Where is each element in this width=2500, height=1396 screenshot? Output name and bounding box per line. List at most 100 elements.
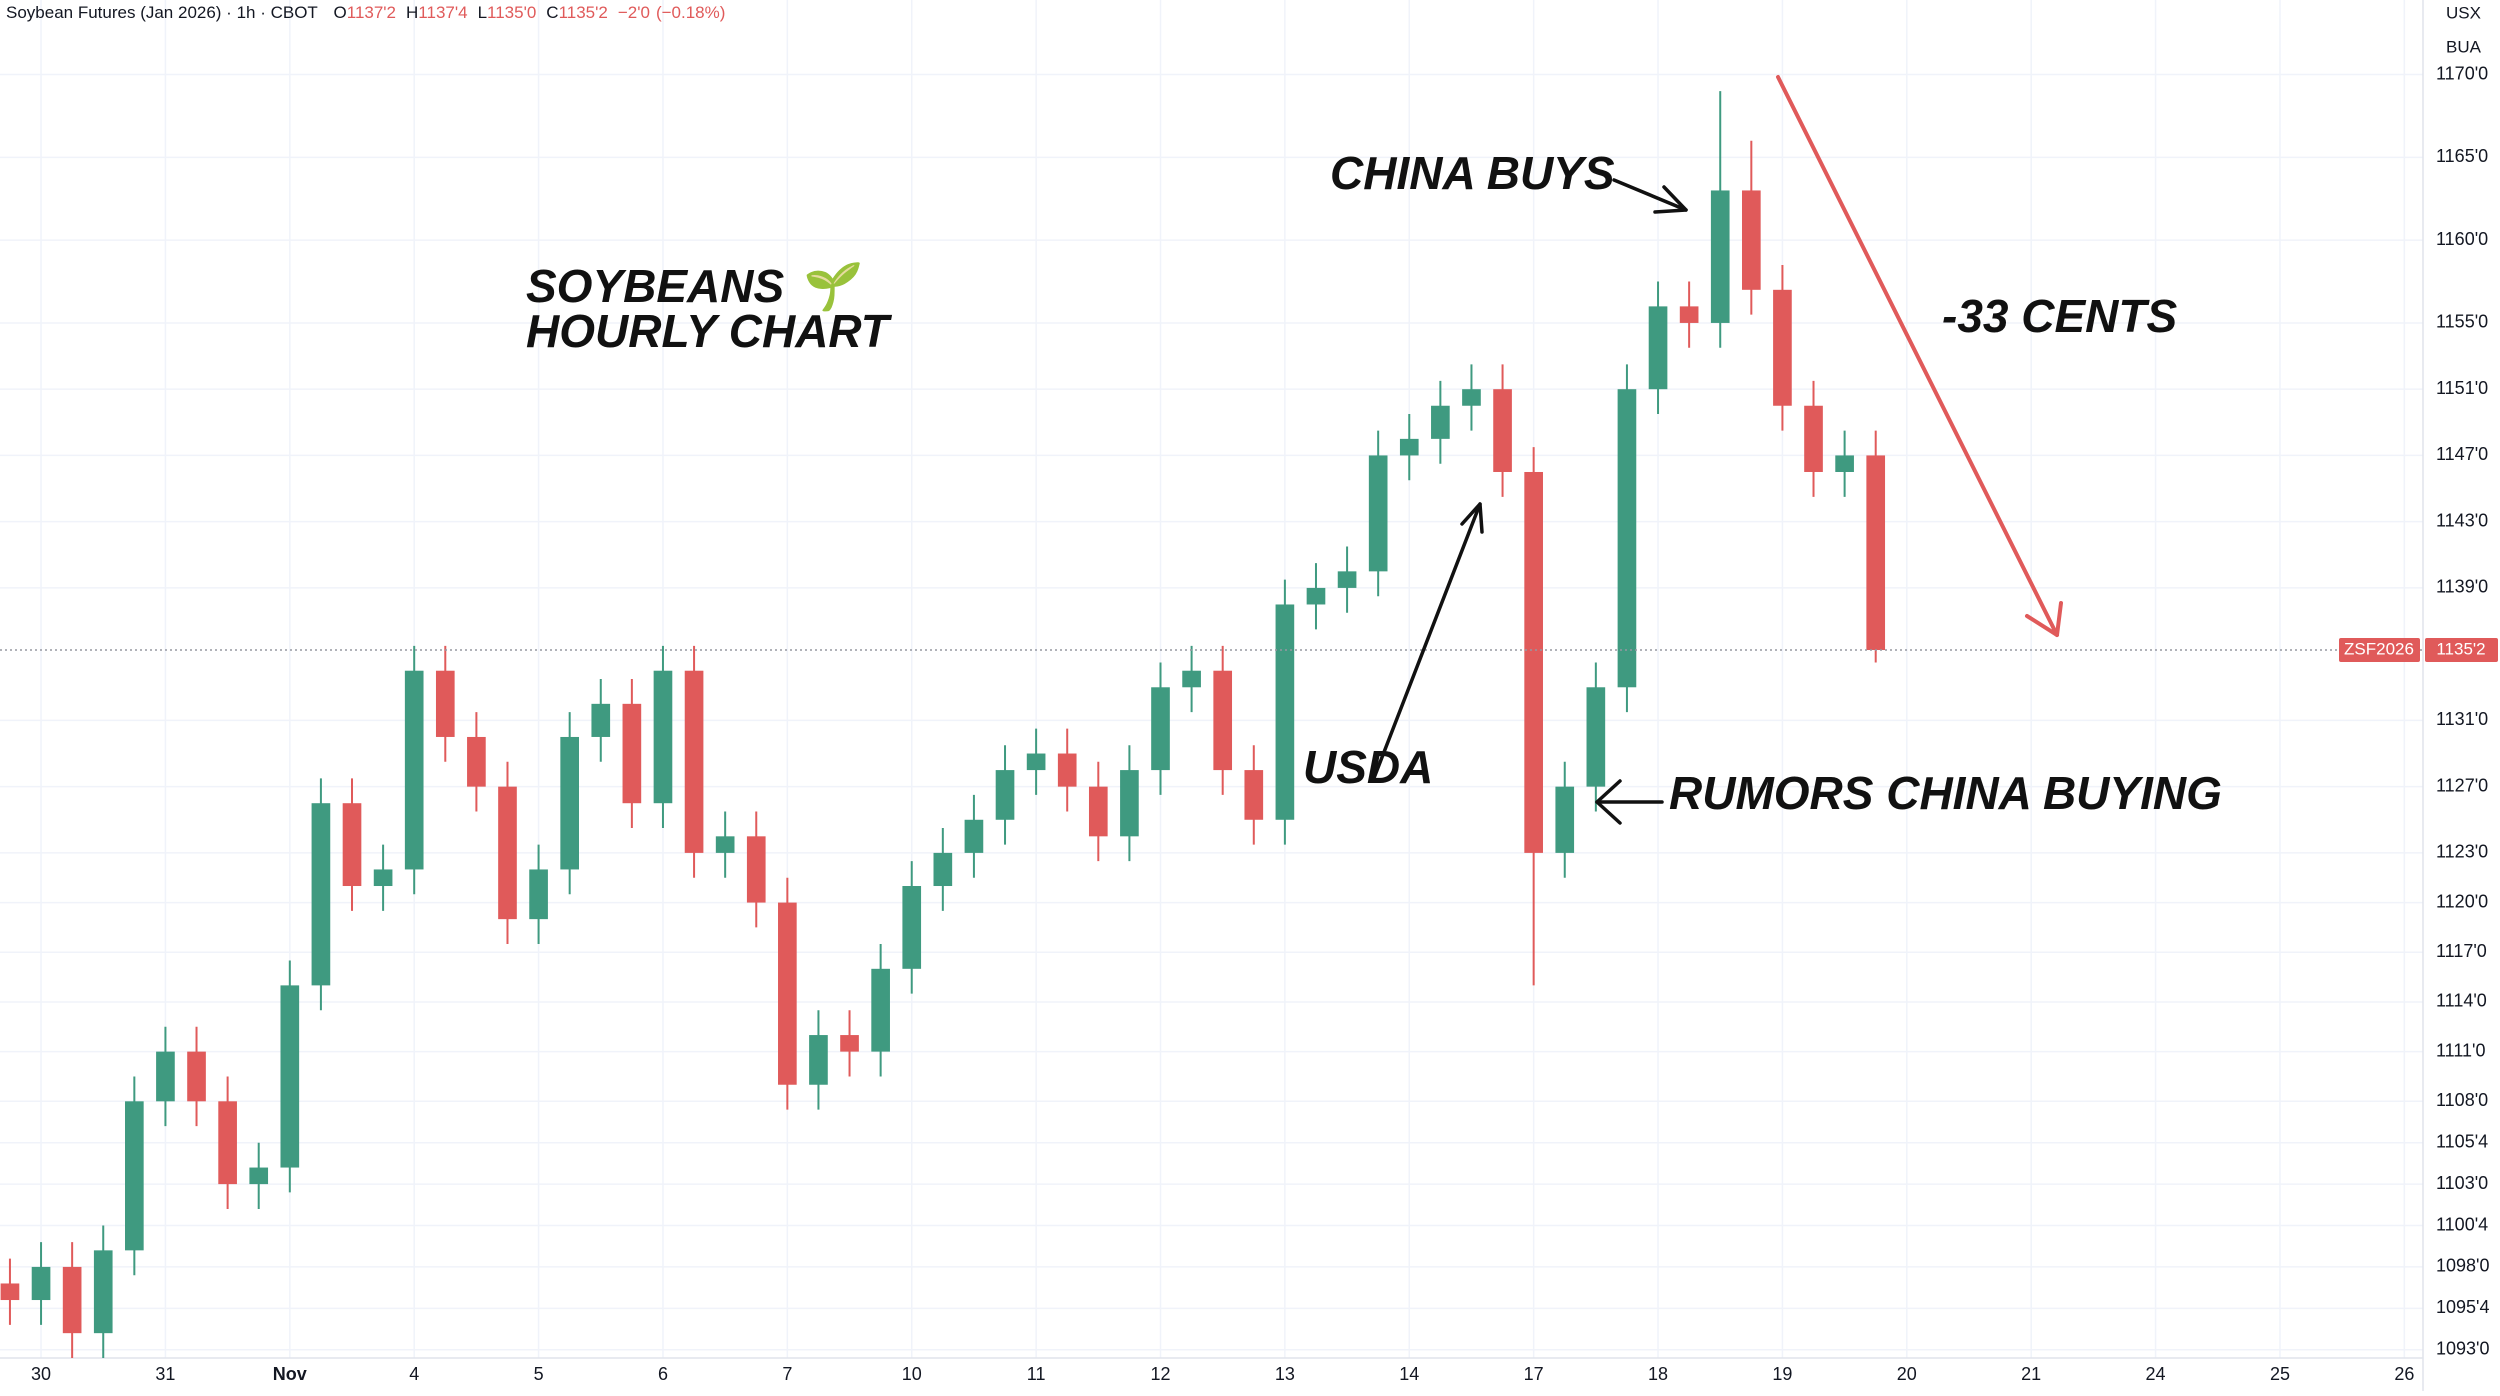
candle-body — [809, 1035, 828, 1085]
x-tick-label: 30 — [31, 1364, 51, 1384]
candle-body — [902, 886, 922, 969]
y-tick-label: 1131'0 — [2436, 709, 2488, 729]
candle-body — [1337, 571, 1357, 588]
y-tick-label: 1147'0 — [2436, 444, 2488, 464]
candle-body — [249, 1167, 269, 1185]
y-tick-label: 1155'0 — [2436, 312, 2488, 332]
candle-body — [218, 1101, 237, 1185]
candle-body — [840, 1035, 859, 1052]
y-tick-label: 1120'0 — [2436, 891, 2488, 911]
candle-body — [311, 803, 331, 986]
symbol-tag-bg — [2339, 638, 2420, 663]
y-tick-label: 1143'0 — [2436, 510, 2488, 530]
y-tick-label: 1111'0 — [2436, 1040, 2485, 1060]
candle-body — [622, 703, 642, 804]
y-tick-label: 1117'0 — [2436, 941, 2487, 961]
candle-body — [1524, 471, 1543, 853]
ohlc-value: 1135'2 — [559, 3, 608, 22]
candle-body — [560, 736, 580, 870]
candle-body — [1057, 753, 1077, 787]
symbol-title: Soybean Futures (Jan 2026) · 1h · CBOT — [6, 3, 318, 22]
annotation: -33 CENTS — [1942, 290, 2177, 342]
last-price-tag-bg — [2425, 638, 2498, 663]
candle-body — [1866, 455, 1886, 651]
ohlc-value: 1135'0 — [487, 3, 536, 22]
candle-body — [435, 670, 455, 737]
change-percent: (−0.18%) — [656, 3, 725, 22]
candle-body — [156, 1051, 175, 1102]
last-price-tag: 1135'2 — [2436, 640, 2485, 659]
x-tick-label: 5 — [534, 1364, 544, 1384]
candle-body — [1244, 770, 1264, 820]
annotations: SOYBEANS 🌱HOURLY CHART CHINA BUYS -33 CENT… — [526, 147, 2222, 819]
ohlc-value: 1137'4 — [418, 3, 467, 22]
candle-body — [1710, 190, 1730, 323]
candle-body — [1493, 389, 1512, 472]
x-tick-label: 18 — [1648, 1364, 1668, 1384]
arrowhead — [2025, 601, 2063, 637]
x-tick-label: 13 — [1275, 1364, 1295, 1384]
candle-body — [1586, 687, 1606, 787]
y-tick-label: 1095'4 — [2436, 1297, 2490, 1317]
candle-body — [1835, 455, 1854, 472]
x-tick-label: 10 — [902, 1364, 922, 1384]
candle-body — [1648, 306, 1668, 390]
candle-body — [1213, 670, 1233, 771]
x-tick-label: 14 — [1399, 1364, 1419, 1384]
candle-body — [778, 902, 797, 1085]
candle-body — [715, 836, 735, 853]
x-tick-label: 20 — [1897, 1364, 1917, 1384]
y-tick-label: 1123'0 — [2436, 842, 2488, 862]
arrowhead — [1595, 779, 1622, 825]
x-tick-label: 17 — [1524, 1364, 1544, 1384]
x-tick-label: 19 — [1772, 1364, 1792, 1384]
y-tick-label: 1114'0 — [2436, 991, 2487, 1011]
y-tick-label: 1165'0 — [2436, 146, 2488, 166]
y-tick-label: 1127'0 — [2436, 775, 2488, 795]
annotation: HOURLY CHART — [526, 305, 893, 357]
candle-body — [187, 1051, 206, 1102]
candle-body — [746, 836, 766, 903]
arrowhead — [1653, 185, 1688, 214]
annotation: CHINA BUYS — [1330, 147, 1615, 199]
grid-layer — [0, 0, 2423, 1358]
candle-body — [1399, 438, 1419, 456]
candle-body — [467, 736, 486, 787]
y-tick-label: 1105'4 — [2436, 1131, 2488, 1151]
candle-body — [31, 1266, 51, 1301]
candle-body — [373, 869, 393, 887]
candle-body — [404, 670, 424, 870]
candle-body — [1617, 389, 1637, 688]
x-tick-label: 11 — [1027, 1364, 1046, 1384]
arrow — [1776, 75, 2059, 637]
trend-arrow — [1776, 75, 2063, 637]
candle-body — [0, 1283, 20, 1301]
y-tick-label: 1100'4 — [2436, 1214, 2488, 1234]
ohlc-name: O — [334, 3, 347, 22]
x-tick-label: 7 — [782, 1364, 792, 1384]
candle-body — [684, 670, 704, 853]
x-tick-label: 21 — [2021, 1364, 2041, 1384]
unit: BUA — [2446, 37, 2482, 56]
y-tick-label: 1093'0 — [2436, 1338, 2490, 1358]
candle-body — [498, 786, 517, 920]
symbol-tag: ZSF2026 — [2344, 640, 2414, 659]
candle-body — [62, 1266, 82, 1334]
x-tick-label: Nov — [273, 1364, 307, 1384]
candle-body — [1679, 306, 1699, 323]
y-tick-label: 1139'0 — [2436, 577, 2488, 597]
arrowhead — [1460, 502, 1484, 534]
candle-body — [871, 968, 890, 1052]
y-tick-label: 1170'0 — [2436, 63, 2488, 83]
candle-body — [1368, 455, 1388, 572]
annotation: RUMORS CHINA BUYING — [1669, 767, 2222, 819]
change: −2'0 — [618, 3, 650, 22]
candle-body — [1120, 770, 1139, 837]
ohlc-value: 1137'2 — [347, 3, 396, 22]
candle-body — [591, 703, 611, 737]
y-tick-label: 1108'0 — [2436, 1090, 2488, 1110]
x-tick-label: 25 — [2270, 1364, 2290, 1384]
y-tick-label: 1151'0 — [2436, 378, 2488, 398]
